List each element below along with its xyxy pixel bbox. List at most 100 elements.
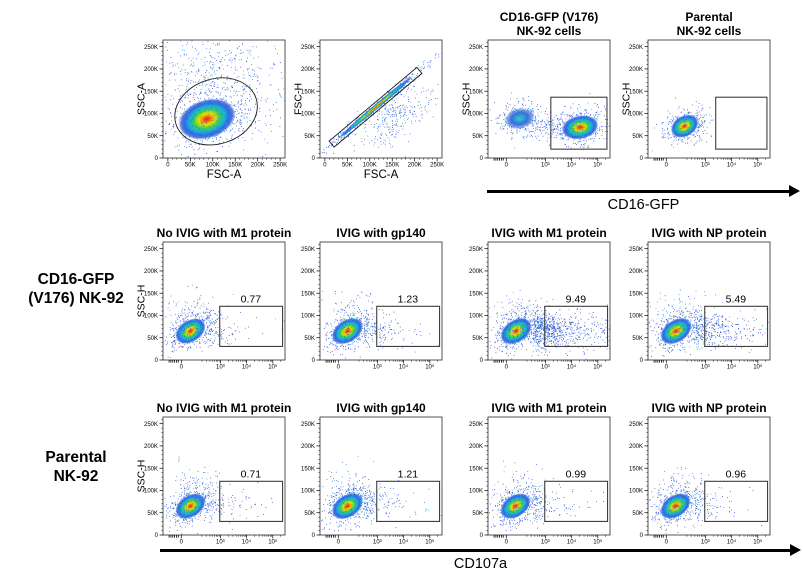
plot-title: IVIG with NP protein <box>633 214 785 240</box>
gate-diagonal-rectangle <box>328 66 423 148</box>
plot-title: IVIG with NP protein <box>633 389 785 415</box>
y-tick-label: 150K <box>629 466 643 472</box>
y-tick-label: 100K <box>629 489 643 495</box>
y-tick-label: 200K <box>629 444 643 450</box>
x-tick-label: 10³ <box>373 540 382 546</box>
plot-v176-ivig-np: IVIG with NP protein 0 50K 100K 150K 200K 250K… <box>622 214 774 382</box>
plot-parental-no-ivig-m1: No IVIG with M1 protein 0 50K 100K 150K 200K 2… <box>137 389 292 557</box>
density-dots <box>489 93 608 148</box>
y-tick-label: 200K <box>144 269 158 275</box>
flow-plot-canvas: 0 50K 100K 150K 200K 250K 0 10³ 10⁴ 10⁵ 0.99 <box>469 416 611 546</box>
density-dots <box>489 295 571 357</box>
gate-percent-label: 0.99 <box>566 468 587 480</box>
y-tick-label: 50K <box>472 134 483 140</box>
x-tick-label: 0 <box>505 365 509 371</box>
x-tick-label: 0 <box>166 163 170 169</box>
y-tick-label: 50K <box>304 336 315 342</box>
density-dots <box>498 106 602 151</box>
density-dots <box>651 468 712 529</box>
plot-title-line: No IVIG with M1 protein <box>156 401 292 415</box>
y-tick-label: 200K <box>469 269 483 275</box>
y-tick-label: 150K <box>469 89 483 95</box>
x-tick-label: 10⁴ <box>727 364 737 371</box>
x-tick-label: 10⁵ <box>425 539 435 546</box>
y-axis-label: SSC-H <box>622 83 633 116</box>
x-tick-label: 10³ <box>541 365 550 371</box>
plot-title <box>148 2 300 38</box>
density-dots <box>166 482 264 535</box>
gate-rectangle <box>544 305 609 347</box>
x-tick-label: 10³ <box>373 365 382 371</box>
y-tick-label: 50K <box>472 336 483 342</box>
y-tick-label: 100K <box>301 489 315 495</box>
gate-rectangle <box>219 480 284 522</box>
density-dots <box>164 286 285 358</box>
x-tick-label: 10⁴ <box>567 539 577 546</box>
density-layer <box>489 92 610 151</box>
y-tick-label: 0 <box>312 533 316 539</box>
density-dots <box>328 60 434 149</box>
gate-rectangle <box>550 96 608 150</box>
density-layer <box>489 290 610 360</box>
density-dots <box>493 483 604 528</box>
plot-title <box>305 2 457 38</box>
x-tick-label: 0 <box>180 540 184 546</box>
gate-rectangle <box>544 480 609 522</box>
x-tick-label: 10⁴ <box>727 539 737 546</box>
gate-rectangle <box>715 96 768 150</box>
x-tick-label: 0 <box>505 163 509 169</box>
y-axis-label: SSC-H <box>137 460 148 493</box>
plot-frame <box>487 39 611 159</box>
y-tick-label: 250K <box>301 45 315 51</box>
y-tick-label: 50K <box>304 511 315 517</box>
x-tick-label: 10⁴ <box>242 364 252 371</box>
flow-plot-canvas: 0 50K 100K 150K 200K 250K 0 10³ 10⁴ 10⁵ SSC-H <box>622 39 771 169</box>
y-tick-label: 150K <box>144 89 158 95</box>
x-tick-label: 10⁴ <box>567 364 577 371</box>
x-tick-label: 0 <box>665 163 669 169</box>
gate-percent-label: 1.21 <box>398 468 419 480</box>
plot-frame <box>162 39 286 159</box>
y-tick-label: 0 <box>640 358 644 364</box>
plot-title: IVIG with M1 protein <box>473 214 625 240</box>
gate-percent-label: 0.71 <box>241 468 262 480</box>
x-tick-label: 10⁵ <box>593 539 603 546</box>
y-tick-label: 250K <box>469 422 483 428</box>
plot-v176-ivig-m1: IVIG with M1 protein 0 50K 100K 150K 200K 250K… <box>462 214 614 382</box>
x-axis-label: FSC-A <box>364 169 399 180</box>
y-tick-label: 200K <box>144 444 158 450</box>
y-tick-label: 50K <box>147 134 158 140</box>
density-dots <box>650 478 754 534</box>
cd16-gfp-axis-label: CD16-GFP <box>607 197 680 213</box>
gate-percent-label: 5.49 <box>726 293 747 305</box>
y-tick-label: 250K <box>629 422 643 428</box>
x-tick-label: 10⁵ <box>593 162 603 169</box>
x-tick-label: 0 <box>665 365 669 371</box>
plot-title: CD16-GFP (V176) NK-92 cells <box>473 2 625 38</box>
plot-title-line: NK-92 cells <box>676 24 742 38</box>
x-tick-label: 10³ <box>216 540 225 546</box>
row-label-line: Parental <box>45 449 107 466</box>
flow-plot-canvas: 0 50K 100K 150K 200K 250K 0 10³ 10⁴ 10⁵ 1.23 <box>301 241 443 371</box>
gate-percent-label: 1.23 <box>398 293 419 305</box>
density-dots <box>164 458 273 534</box>
density-layer <box>648 289 769 358</box>
y-tick-label: 0 <box>480 358 484 364</box>
density-dots <box>649 471 708 534</box>
x-tick-label: 10⁴ <box>727 162 737 169</box>
plot-title-line: CD16-GFP (V176) <box>499 10 599 24</box>
y-tick-label: 200K <box>301 269 315 275</box>
density-blob <box>500 493 531 519</box>
plot-title: IVIG with gp140 <box>305 389 457 415</box>
cd16-gfp-axis-arrow: CD16-GFP <box>487 185 800 220</box>
flow-plot-canvas: 0 50K 100K 150K 200K 250K 0 50K 100K 150K 200K 250K… <box>137 39 287 180</box>
y-tick-label: 250K <box>144 422 158 428</box>
y-tick-label: 250K <box>144 45 158 51</box>
density-dots <box>173 456 215 520</box>
density-layer <box>652 97 714 152</box>
y-tick-label: 150K <box>301 89 315 95</box>
y-tick-label: 250K <box>629 45 643 51</box>
y-tick-label: 0 <box>480 156 484 162</box>
y-tick-label: 150K <box>469 466 483 472</box>
gate-rectangle <box>376 480 441 522</box>
